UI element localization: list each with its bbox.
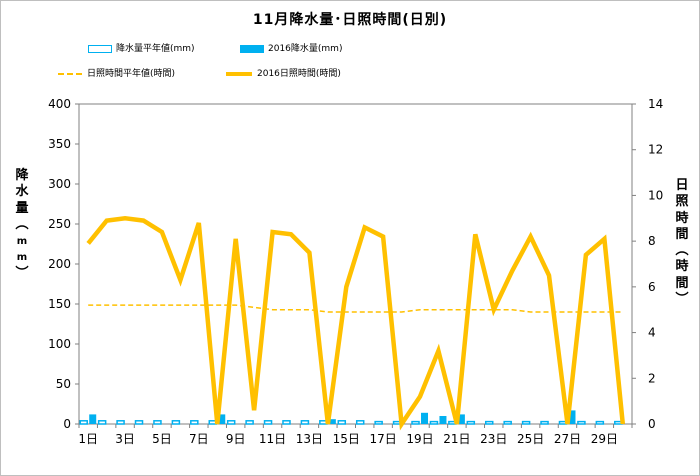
x-tick-label: 23日 (480, 432, 507, 446)
bar-normal-precip (355, 420, 365, 425)
legend-label-normal-sunshine: 日照時間平年値(時間) (87, 69, 176, 79)
bar-normal-precip (263, 420, 273, 425)
x-tick-label: 5日 (152, 432, 172, 446)
x-tick-label: 29日 (591, 432, 618, 446)
x-tick-label: 7日 (189, 432, 209, 446)
legend-swatch-2016-precip (240, 44, 264, 53)
bar-normal-precip (484, 420, 494, 425)
y-axis-right-label: 日照時間 ︵ 時間 ︶ (675, 178, 689, 307)
y-left-tick-label: 150 (48, 297, 71, 311)
bar-normal-precip (466, 420, 476, 425)
y-right-tick-label: 6 (648, 280, 656, 294)
bar-2016-precip (218, 414, 226, 424)
bar-normal-precip (116, 420, 125, 425)
y-left-tick-label: 100 (48, 337, 71, 351)
bar-normal-precip (153, 420, 162, 425)
y-left-tick-label: 0 (63, 417, 71, 431)
line-2016-sunshine (86, 216, 626, 431)
x-tick-label: 27日 (554, 432, 581, 446)
chart-title: 11月降水量･日照時間(日別) (252, 12, 448, 28)
bar-normal-precip (171, 420, 181, 425)
bar-2016-precip (328, 419, 336, 424)
bar-normal-precip (245, 420, 254, 425)
bar-normal-precip (503, 420, 512, 425)
x-tick-label: 13日 (296, 432, 323, 446)
legend-label-normal-precip: 降水量平年値(mm) (116, 44, 195, 54)
bar-normal-precip (300, 420, 310, 425)
x-tick-label: 21日 (443, 432, 470, 446)
bar-normal-precip (521, 420, 531, 425)
bar-normal-precip (226, 420, 236, 425)
legend-item-normal-precip: 降水量平年値(mm) (88, 41, 195, 54)
y-left-tick-label: 250 (48, 217, 71, 231)
y-left-tick-label: 300 (48, 177, 71, 191)
bar-normal-precip (134, 420, 144, 425)
bar-2016-precip (439, 416, 447, 424)
legend-label-2016-sunshine: 2016日照時間(時間) (257, 69, 341, 79)
legend-swatch-normal-precip (88, 44, 112, 53)
bar-2016-precip (457, 414, 465, 424)
x-tick-label: 15日 (333, 432, 360, 446)
y-right-tick-label: 12 (648, 143, 663, 157)
line-normal-sunshine (88, 304, 623, 313)
y-left-tick-label: 400 (48, 97, 71, 111)
y-right-tick-label: 4 (648, 326, 656, 340)
bar-normal-precip (282, 420, 291, 425)
x-tick-label: 1日 (78, 432, 98, 446)
legend-item-normal-sunshine: 日照時間平年値(時間) (58, 66, 175, 79)
x-tick-label: 9日 (226, 432, 246, 446)
bar-2016-precip (89, 414, 97, 424)
y-left-tick-label: 350 (48, 137, 71, 151)
bar-normal-precip (337, 420, 347, 425)
y-right-tick-label: 10 (648, 188, 663, 202)
legend-item-2016-precip: 2016降水量(mm) (240, 41, 342, 54)
bar-normal-precip (374, 420, 383, 425)
bar-normal-precip (429, 420, 439, 425)
bar-2016-precip (568, 410, 576, 424)
legend-item-2016-sunshine: 2016日照時間(時間) (226, 66, 341, 79)
y-right-tick-label: 14 (648, 97, 663, 111)
bar-2016-precip (421, 412, 429, 424)
bar-normal-precip (540, 420, 549, 425)
y-right-tick-label: 2 (648, 371, 656, 385)
bar-normal-precip (411, 420, 420, 425)
x-tick-label: 3日 (115, 432, 135, 446)
y-right-tick-label: 0 (648, 417, 656, 431)
y-left-tick-label: 200 (48, 257, 71, 271)
y-axis-left-label: 降水量 ︵ m m ︶ (15, 168, 29, 281)
bar-normal-precip (190, 420, 199, 425)
bar-normal-precip (595, 420, 605, 425)
x-tick-label: 25日 (517, 432, 544, 446)
legend-swatch-2016-sunshine (226, 71, 252, 76)
x-tick-label: 17日 (370, 432, 397, 446)
y-right-tick-label: 8 (648, 234, 656, 248)
bar-normal-precip (97, 420, 107, 425)
legend-label-2016-precip: 2016降水量(mm) (268, 44, 343, 54)
y-left-tick-label: 50 (56, 377, 71, 391)
x-tick-label: 19日 (406, 432, 433, 446)
x-tick-label: 11日 (259, 432, 286, 446)
bar-normal-precip (79, 420, 88, 425)
legend-swatch-normal-sunshine (58, 72, 82, 75)
bar-normal-precip (577, 420, 586, 425)
